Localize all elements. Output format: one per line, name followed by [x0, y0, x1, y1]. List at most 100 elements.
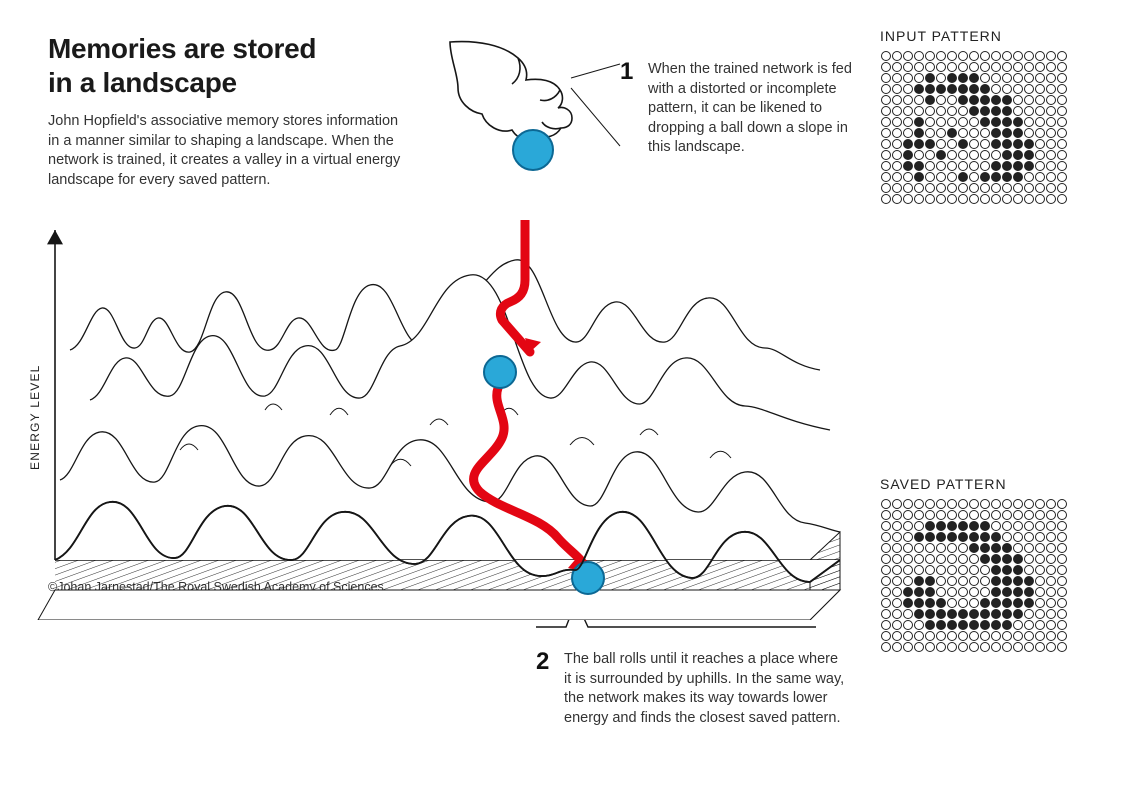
dot-empty — [969, 554, 979, 564]
dot-filled — [1002, 106, 1012, 116]
dot-filled — [980, 532, 990, 542]
dot-filled — [1002, 128, 1012, 138]
dot-empty — [881, 128, 891, 138]
pattern-row — [880, 116, 1090, 127]
dot-empty — [969, 565, 979, 575]
dot-empty — [925, 554, 935, 564]
dot-empty — [914, 95, 924, 105]
dot-empty — [925, 631, 935, 641]
dot-empty — [980, 194, 990, 204]
dot-empty — [1057, 128, 1067, 138]
dot-empty — [958, 598, 968, 608]
dot-empty — [1035, 543, 1045, 553]
dot-empty — [892, 576, 902, 586]
dot-empty — [1035, 598, 1045, 608]
dot-empty — [991, 51, 1001, 61]
dot-empty — [881, 642, 891, 652]
dot-empty — [969, 150, 979, 160]
dot-empty — [914, 62, 924, 72]
pattern-row — [880, 171, 1090, 182]
dot-empty — [892, 642, 902, 652]
dot-empty — [892, 565, 902, 575]
dot-empty — [936, 587, 946, 597]
dot-filled — [925, 609, 935, 619]
dot-empty — [881, 499, 891, 509]
dot-empty — [914, 631, 924, 641]
dot-empty — [1057, 576, 1067, 586]
dot-filled — [914, 598, 924, 608]
dot-empty — [1013, 51, 1023, 61]
dot-empty — [903, 576, 913, 586]
dot-empty — [1002, 51, 1012, 61]
dot-filled — [936, 521, 946, 531]
dot-empty — [947, 117, 957, 127]
step-2-text: The ball rolls until it reaches a place … — [564, 651, 844, 726]
dot-filled — [1013, 565, 1023, 575]
dot-empty — [892, 172, 902, 182]
dot-filled — [936, 532, 946, 542]
saved-pattern-grid — [880, 498, 1090, 652]
dot-empty — [881, 532, 891, 542]
dot-filled — [958, 620, 968, 630]
dot-empty — [936, 161, 946, 171]
dot-empty — [1057, 84, 1067, 94]
dot-empty — [1057, 532, 1067, 542]
dot-filled — [936, 609, 946, 619]
dot-filled — [1024, 587, 1034, 597]
dot-empty — [881, 587, 891, 597]
dot-empty — [903, 84, 913, 94]
dot-empty — [1046, 172, 1056, 182]
dot-empty — [903, 51, 913, 61]
dot-empty — [1002, 510, 1012, 520]
dot-empty — [1046, 598, 1056, 608]
dot-empty — [980, 510, 990, 520]
dot-empty — [1057, 631, 1067, 641]
dot-filled — [958, 73, 968, 83]
dot-empty — [980, 62, 990, 72]
saved-pattern-title: SAVED PATTERN — [880, 476, 1090, 492]
dot-filled — [1013, 598, 1023, 608]
dot-filled — [991, 532, 1001, 542]
dot-empty — [1046, 620, 1056, 630]
dot-empty — [1013, 84, 1023, 94]
dot-filled — [947, 73, 957, 83]
dot-empty — [1046, 139, 1056, 149]
dot-empty — [1057, 620, 1067, 630]
dot-empty — [925, 62, 935, 72]
step-1: 1 When the trained network is fed with a… — [648, 60, 873, 158]
pattern-row — [880, 94, 1090, 105]
dot-empty — [958, 117, 968, 127]
dot-empty — [947, 172, 957, 182]
dot-filled — [947, 128, 957, 138]
dot-empty — [892, 543, 902, 553]
dot-filled — [925, 139, 935, 149]
dot-empty — [892, 532, 902, 542]
dot-empty — [914, 620, 924, 630]
dot-empty — [881, 150, 891, 160]
dot-filled — [903, 139, 913, 149]
dot-empty — [925, 106, 935, 116]
dot-filled — [936, 84, 946, 94]
dot-filled — [958, 139, 968, 149]
dot-filled — [903, 150, 913, 160]
dot-empty — [914, 510, 924, 520]
dot-empty — [1057, 554, 1067, 564]
energy-landscape — [30, 220, 870, 620]
dot-empty — [1035, 642, 1045, 652]
dot-filled — [1013, 139, 1023, 149]
pattern-row — [880, 619, 1090, 630]
dot-filled — [1013, 150, 1023, 160]
dot-empty — [936, 510, 946, 520]
pattern-row — [880, 564, 1090, 575]
dot-filled — [914, 609, 924, 619]
dot-filled — [1013, 554, 1023, 564]
dot-empty — [925, 565, 935, 575]
dot-empty — [881, 565, 891, 575]
dot-empty — [947, 150, 957, 160]
dot-empty — [947, 565, 957, 575]
dot-empty — [936, 183, 946, 193]
dot-filled — [980, 106, 990, 116]
dot-empty — [1035, 106, 1045, 116]
dot-empty — [1035, 62, 1045, 72]
step-2: 2 The ball rolls until it reaches a plac… — [564, 650, 849, 728]
